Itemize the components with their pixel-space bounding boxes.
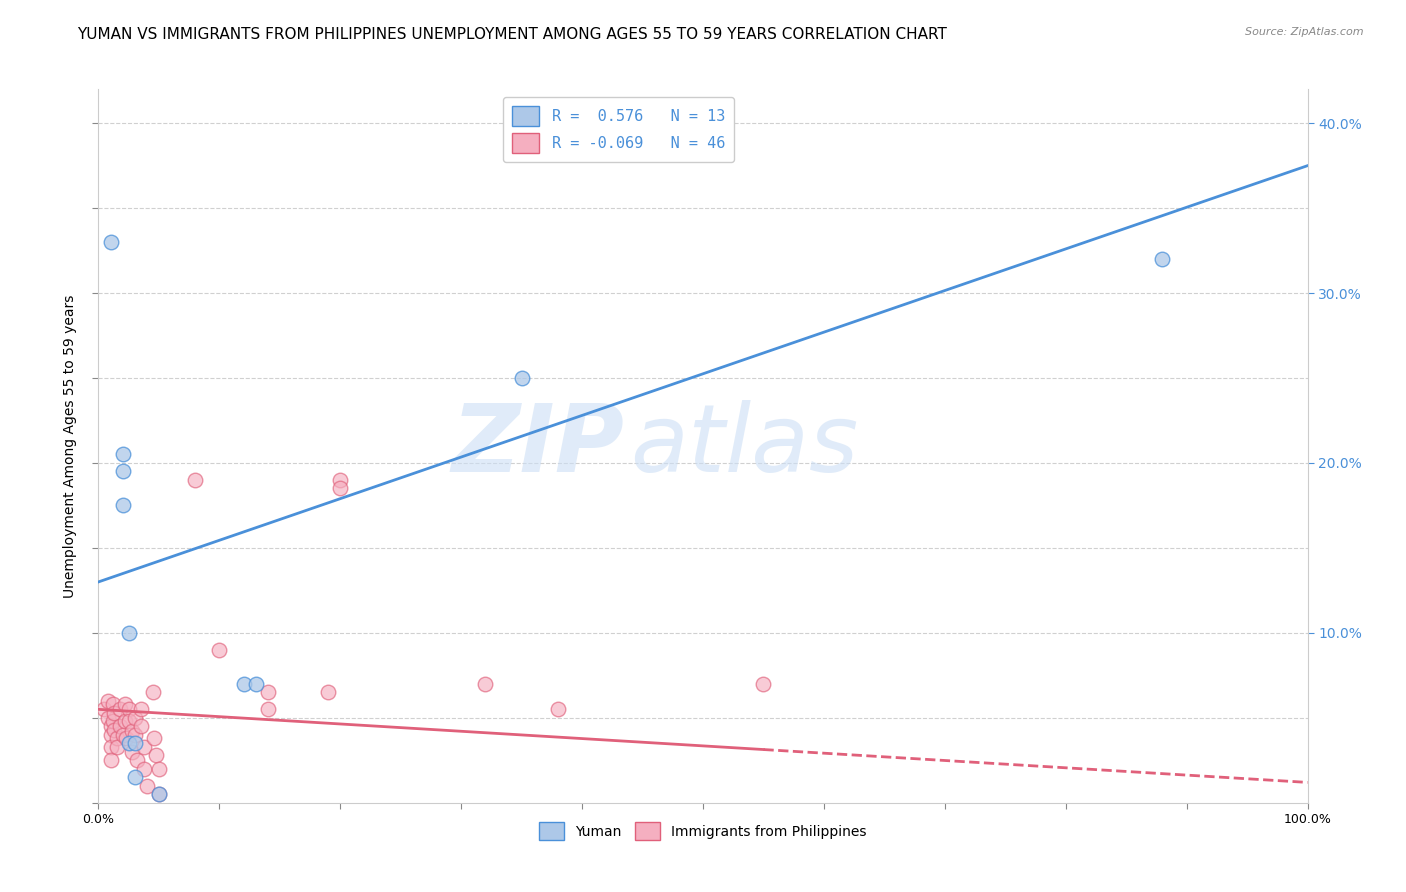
Point — [547, 702, 569, 716]
Point — [316, 685, 339, 699]
Point — [148, 787, 170, 801]
Point — [124, 770, 146, 784]
Point — [100, 728, 122, 742]
Point — [256, 685, 278, 699]
Point — [103, 706, 125, 720]
Point — [97, 711, 120, 725]
Y-axis label: Unemployment Among Ages 55 to 59 years: Unemployment Among Ages 55 to 59 years — [63, 294, 77, 598]
Point — [134, 739, 156, 754]
Point — [100, 719, 122, 733]
Point — [121, 745, 143, 759]
Point — [752, 677, 775, 691]
Point — [121, 724, 143, 739]
Point — [184, 473, 207, 487]
Point — [100, 753, 122, 767]
Point — [118, 736, 141, 750]
Point — [124, 728, 146, 742]
Point — [118, 702, 141, 716]
Text: YUMAN VS IMMIGRANTS FROM PHILIPPINES UNEMPLOYMENT AMONG AGES 55 TO 59 YEARS CORR: YUMAN VS IMMIGRANTS FROM PHILIPPINES UNE… — [77, 27, 948, 42]
Point — [101, 698, 124, 712]
Point — [118, 714, 141, 729]
Point — [101, 714, 124, 729]
Text: atlas: atlas — [630, 401, 859, 491]
Legend: Yuman, Immigrants from Philippines: Yuman, Immigrants from Philippines — [533, 817, 873, 846]
Point — [100, 739, 122, 754]
Point — [256, 702, 278, 716]
Point — [97, 694, 120, 708]
Text: ZIP: ZIP — [451, 400, 624, 492]
Point — [111, 448, 134, 462]
Point — [115, 731, 138, 746]
Point — [124, 736, 146, 750]
Point — [245, 677, 267, 691]
Point — [105, 739, 128, 754]
Point — [1152, 252, 1174, 266]
Point — [208, 643, 231, 657]
Point — [127, 753, 149, 767]
Point — [129, 702, 152, 716]
Point — [510, 371, 533, 385]
Point — [111, 465, 134, 479]
Point — [100, 235, 122, 249]
Point — [129, 719, 152, 733]
Point — [148, 762, 170, 776]
Point — [118, 626, 141, 640]
Point — [329, 473, 352, 487]
Point — [111, 499, 134, 513]
Text: Source: ZipAtlas.com: Source: ZipAtlas.com — [1246, 27, 1364, 37]
Point — [108, 719, 131, 733]
Point — [474, 677, 496, 691]
Point — [329, 482, 352, 496]
Point — [111, 728, 134, 742]
Point — [142, 685, 165, 699]
Point — [148, 787, 170, 801]
Point — [103, 723, 125, 737]
Point — [93, 702, 115, 716]
Point — [108, 702, 131, 716]
Point — [135, 779, 157, 793]
Point — [114, 698, 136, 712]
Point — [114, 714, 136, 729]
Point — [143, 731, 166, 746]
Point — [145, 748, 167, 763]
Point — [134, 762, 156, 776]
Point — [232, 677, 254, 691]
Point — [124, 711, 146, 725]
Point — [105, 731, 128, 746]
